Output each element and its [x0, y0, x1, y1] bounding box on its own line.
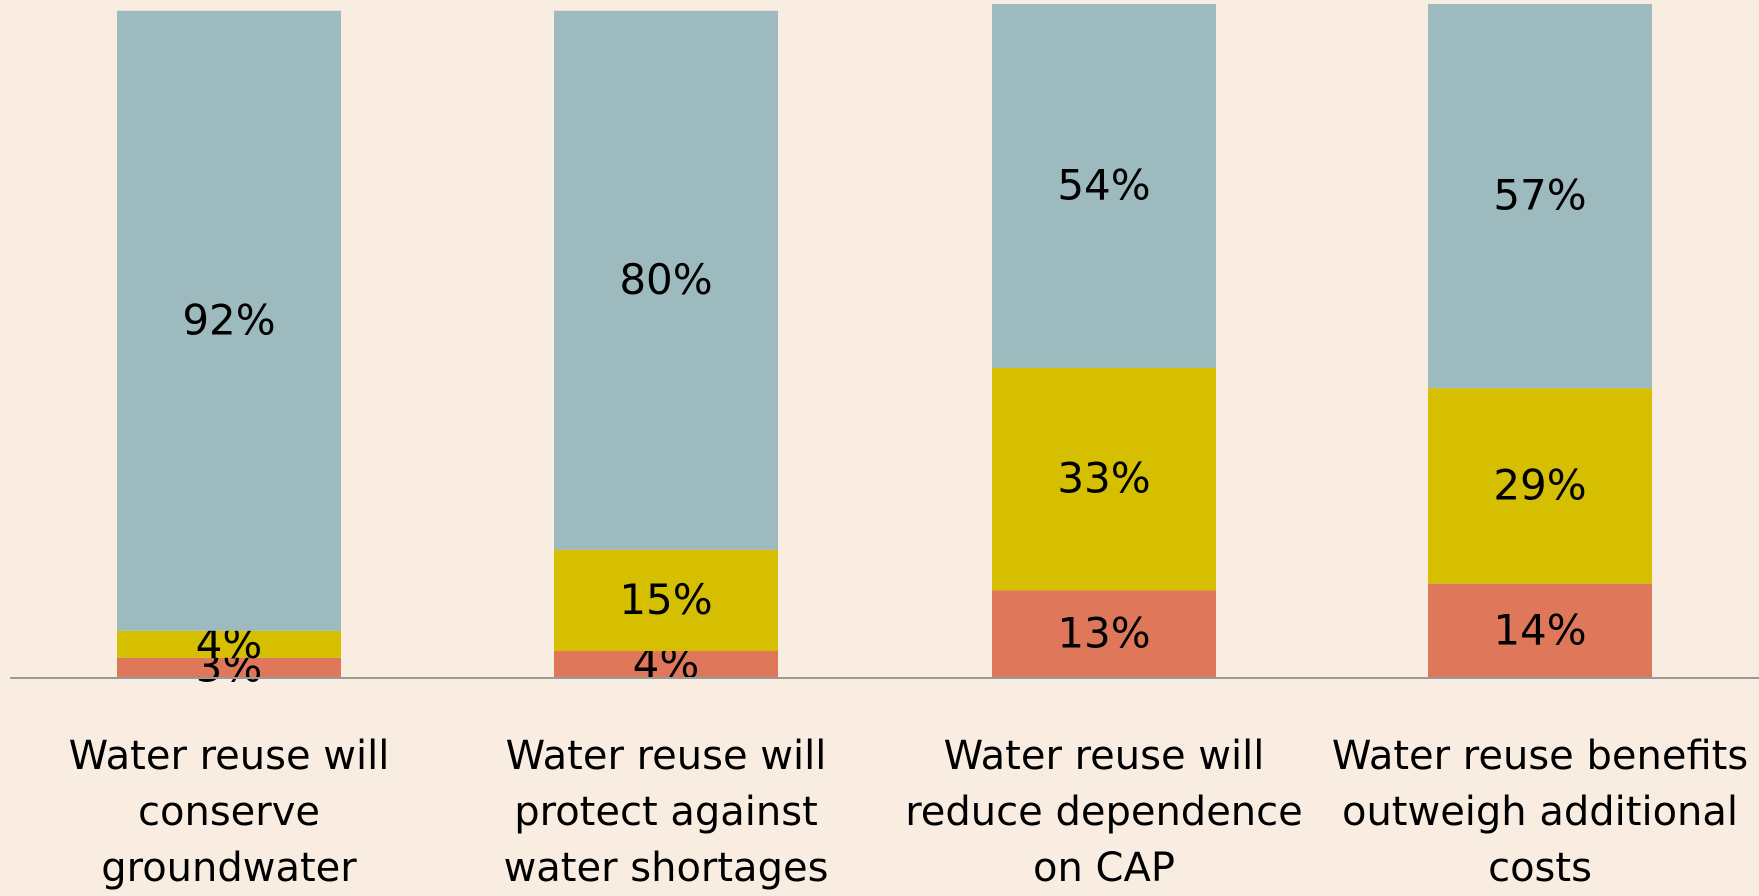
x-tick-label: Water reuse will protect against water s… — [503, 733, 829, 891]
bar-segment — [554, 10, 778, 550]
data-label: 33% — [1057, 454, 1150, 503]
data-label: 57% — [1493, 171, 1586, 220]
bar-segment — [554, 549, 778, 652]
bar-segment — [554, 651, 778, 678]
x-tick-label: Water reuse will conserve groundwater — [68, 733, 390, 891]
data-label: 15% — [619, 575, 712, 624]
bar-segment — [992, 4, 1216, 368]
bar-segment — [1428, 583, 1652, 678]
bar-segment — [992, 590, 1216, 678]
bar-segment — [992, 367, 1216, 591]
data-label: 54% — [1057, 160, 1150, 209]
bar-segment — [1428, 4, 1652, 389]
data-label: 13% — [1057, 609, 1150, 658]
bar-segment — [1428, 388, 1652, 584]
data-label: 92% — [182, 295, 275, 344]
x-tick-label: Water reuse benefits outweigh additional… — [1331, 733, 1749, 891]
data-label: 29% — [1493, 460, 1586, 509]
bar-segment — [117, 630, 341, 658]
data-label: 14% — [1493, 605, 1586, 654]
x-tick-label: Water reuse will reduce dependence on CA… — [905, 733, 1303, 891]
data-label: 80% — [619, 255, 712, 304]
bar-segment — [117, 10, 341, 631]
bar-segment — [117, 657, 341, 678]
